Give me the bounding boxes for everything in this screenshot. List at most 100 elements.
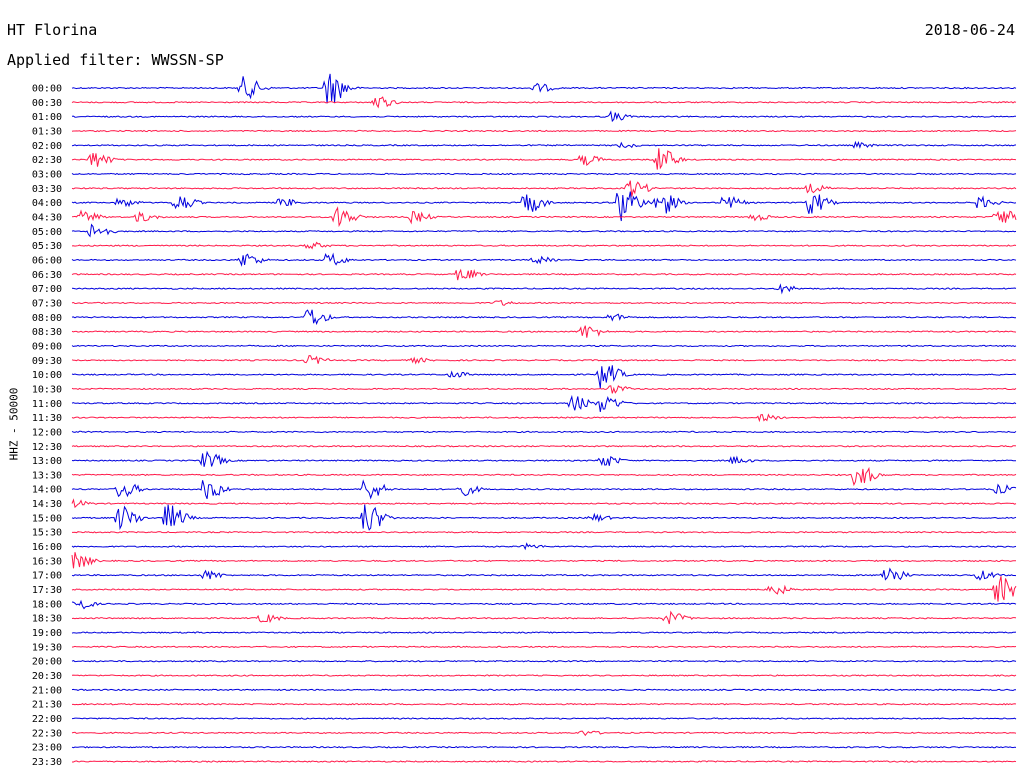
trace-line (71, 450, 1016, 467)
trace-line (71, 745, 1017, 749)
station-name: HT Florina (7, 21, 98, 39)
record-date: 2018-06-24 (924, 21, 1015, 39)
trace-line (71, 148, 1017, 170)
time-tick-label: 23:30 (32, 757, 62, 768)
trace-line (71, 645, 1017, 649)
time-tick-label: 00:30 (32, 98, 62, 109)
time-tick-label: 18:30 (32, 614, 62, 625)
time-tick-label: 06:30 (32, 270, 62, 281)
time-tick-label: 14:30 (32, 499, 62, 510)
time-tick-label: 16:00 (32, 542, 62, 553)
time-tick-label: 05:30 (32, 241, 62, 252)
time-tick-label: 17:30 (32, 585, 62, 596)
time-tick-label: 22:30 (32, 728, 62, 739)
trace-line (71, 110, 1016, 123)
time-tick-label: 15:00 (32, 513, 62, 524)
time-tick-label: 09:30 (32, 356, 62, 367)
trace-line (71, 223, 1017, 238)
time-tick-label: 08:30 (32, 327, 62, 338)
trace-line (71, 355, 1017, 365)
trace-line (71, 344, 1017, 348)
trace-line (71, 73, 1017, 104)
trace-line (71, 659, 1017, 663)
time-tick-label: 15:30 (32, 528, 62, 539)
trace-line (71, 325, 1017, 338)
time-tick-label: 14:00 (32, 485, 62, 496)
time-tick-label: 19:30 (32, 642, 62, 653)
trace-line (71, 599, 1017, 610)
trace-line (71, 413, 1017, 423)
trace-line (71, 385, 1017, 394)
time-tick-label: 02:30 (32, 155, 62, 166)
time-tick-label: 19:00 (32, 628, 62, 639)
trace-line (71, 631, 1017, 634)
trace-line (71, 191, 1017, 222)
trace-line (71, 299, 1017, 306)
trace-line (71, 504, 1017, 531)
time-tick-label: 01:00 (32, 112, 62, 123)
trace-line (71, 610, 1017, 625)
trace-line (71, 283, 1017, 295)
time-tick-label: 23:00 (32, 743, 62, 754)
trace-line (71, 96, 1017, 109)
time-tick-label: 02:00 (32, 141, 62, 152)
time-tick-label: 11:30 (32, 413, 62, 424)
time-tick-label: 13:00 (32, 456, 62, 467)
time-tick-label: 16:30 (32, 556, 62, 567)
time-tick-label: 17:00 (32, 571, 62, 582)
trace-line (71, 688, 1017, 692)
time-tick-label: 06:00 (32, 255, 62, 266)
trace-line (71, 730, 1017, 737)
time-tick-label: 04:30 (32, 212, 62, 223)
trace-line (72, 702, 1017, 706)
time-tick-label: 01:30 (32, 126, 62, 137)
time-tick-label: 20:30 (32, 671, 62, 682)
trace-line (71, 445, 1017, 448)
time-tick-label: 03:00 (32, 169, 62, 180)
filter-label: Applied filter: WWSSN-SP (7, 51, 224, 69)
time-tick-label: 07:00 (32, 284, 62, 295)
trace-line (71, 206, 1017, 228)
trace-line (71, 430, 1017, 434)
trace-line (71, 567, 1017, 581)
time-tick-label: 10:30 (32, 384, 62, 395)
trace-line (71, 172, 1017, 176)
time-tick-label: 21:00 (32, 685, 62, 696)
trace-line (71, 542, 1017, 551)
time-tick-label: 05:00 (32, 227, 62, 238)
trace-line (71, 309, 1016, 326)
time-tick-label: 11:00 (32, 399, 62, 410)
time-tick-label: 00:00 (32, 84, 62, 95)
time-tick-label: 13:30 (32, 470, 62, 481)
trace-line (71, 479, 1017, 500)
trace-line (71, 466, 1017, 487)
time-tick-label: 12:00 (32, 427, 62, 438)
time-tick-label: 22:00 (32, 714, 62, 725)
trace-line (71, 674, 1017, 677)
time-tick-label: 08:00 (32, 313, 62, 324)
time-tick-label: 21:30 (32, 700, 62, 711)
time-tick-label: 10:00 (32, 370, 62, 381)
trace-line (71, 252, 1017, 267)
trace-line (72, 760, 1017, 763)
trace-line (71, 180, 1017, 197)
trace-line (71, 365, 1017, 389)
trace-line (71, 576, 1017, 602)
time-tick-label: 09:00 (32, 341, 62, 352)
seismic-traces (71, 73, 1017, 763)
trace-line (71, 552, 1017, 569)
trace-line (71, 140, 1017, 149)
trace-line (71, 498, 1017, 509)
trace-line (71, 241, 1017, 250)
time-tick-label: 07:30 (32, 298, 62, 309)
trace-line (71, 717, 1017, 720)
trace-line (71, 129, 1017, 133)
time-tick-labels: 00:00 00:30 01:00 01:30 02:00 02:30 03:00 03:30… (32, 84, 62, 769)
trace-line (71, 268, 1017, 281)
time-tick-label: 04:00 (32, 198, 62, 209)
trace-line (71, 394, 1017, 412)
time-tick-label: 18:00 (32, 599, 62, 610)
trace-line (72, 530, 1017, 534)
time-tick-label: 20:00 (32, 657, 62, 668)
